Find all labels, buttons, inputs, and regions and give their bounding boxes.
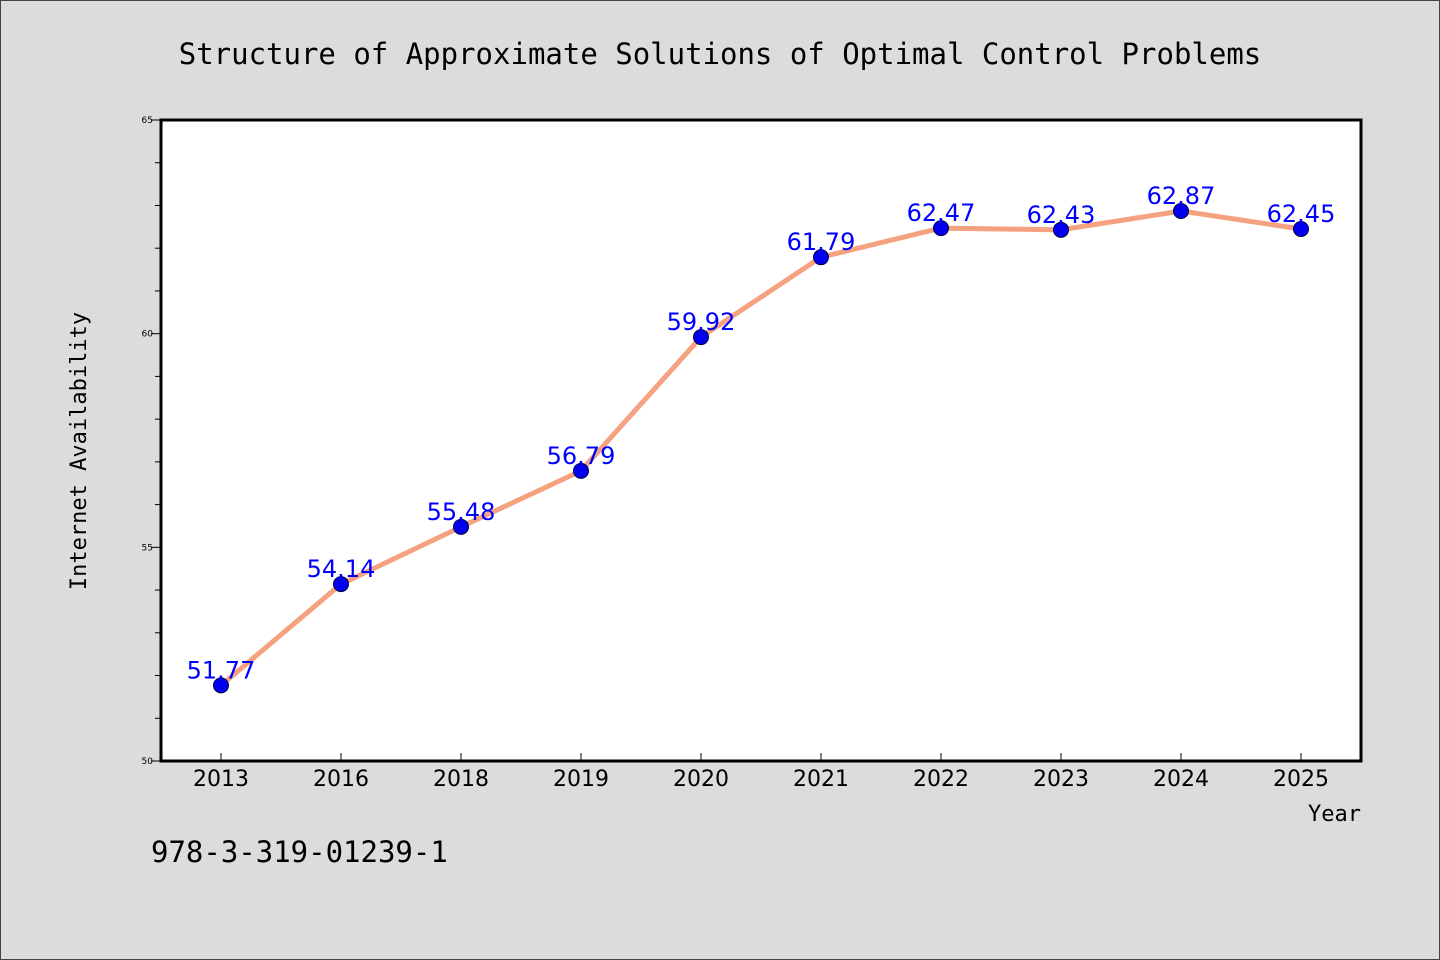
x-tick-label: 2013 (193, 767, 249, 792)
data-point (933, 220, 949, 237)
x-axis: 2013 2016 2018 2019 2020 2021 2022 2023 2024 2025 (193, 753, 1329, 792)
data-point (1293, 220, 1309, 237)
data-label: 55.48 (427, 498, 496, 526)
data-label: 56.79 (547, 442, 616, 470)
x-tick-label: 2016 (313, 767, 369, 792)
data-point (333, 576, 349, 593)
data-point (1173, 203, 1189, 220)
x-tick-label: 2023 (1033, 767, 1089, 792)
data-markers (213, 203, 1309, 694)
x-tick-label: 2024 (1153, 767, 1209, 792)
y-tick-label: 60 (142, 330, 154, 340)
x-tick-label: 2025 (1273, 767, 1329, 792)
plot-area (159, 118, 1363, 763)
data-point (693, 329, 709, 346)
x-tick-label: 2018 (433, 767, 489, 792)
data-point (453, 518, 469, 535)
x-tick-label: 2020 (673, 767, 729, 792)
y-tick-label: 50 (142, 757, 154, 767)
x-tick-label: 2022 (913, 767, 969, 792)
data-label: 62.43 (1027, 201, 1096, 229)
y-tick-label: 55 (142, 543, 153, 553)
data-point (813, 249, 829, 266)
data-label: 62.47 (907, 199, 976, 227)
y-axis: 50 55 60 65 (142, 116, 161, 767)
data-label: 59.92 (667, 308, 736, 336)
data-label: 61.79 (787, 228, 856, 256)
data-labels: 51.77 54.14 55.48 56.79 59.92 61.79 62.47 62.43… (187, 182, 1336, 684)
series-line (218, 208, 1304, 688)
y-axis-label: Internet Availability (67, 312, 92, 590)
data-point (573, 462, 589, 479)
data-label: 62.45 (1267, 200, 1336, 228)
data-point (1053, 221, 1069, 238)
chart-title: Structure of Approximate Solutions of Op… (179, 37, 1262, 71)
data-label: 54.14 (307, 555, 376, 583)
footer-isbn: 978-3-319-01239-1 (151, 835, 448, 869)
y-tick-label: 65 (142, 116, 153, 126)
data-label: 62.87 (1147, 182, 1216, 210)
data-point (213, 677, 229, 694)
data-label: 51.77 (187, 656, 256, 684)
x-tick-label: 2021 (793, 767, 849, 792)
x-tick-label: 2019 (553, 767, 609, 792)
x-axis-label: Year (1308, 802, 1361, 827)
